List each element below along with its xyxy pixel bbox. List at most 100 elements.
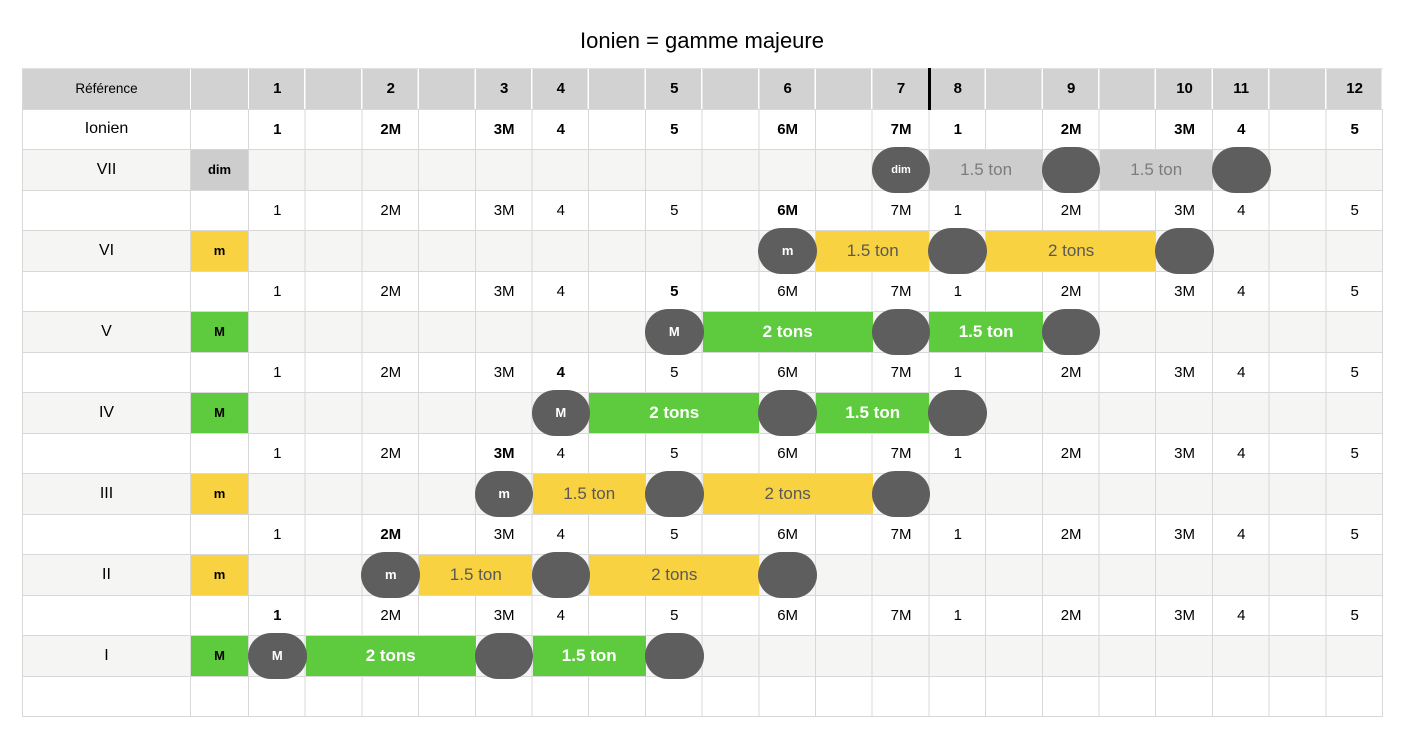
degree-cell-root: 3M xyxy=(493,444,515,462)
degree-cell: 6M xyxy=(777,525,799,543)
root-note-circle: m xyxy=(361,551,421,598)
degree-cell: 5 xyxy=(1350,201,1359,219)
quality-badge: M xyxy=(191,393,249,433)
degree-cell: 1 xyxy=(273,120,282,138)
notes-grid: 1 2M 3M 4 5 6M 7M 1 2M 3M 4 5 xyxy=(249,595,1383,635)
degree-cell: 6M xyxy=(777,606,799,624)
row-label-empty xyxy=(23,271,191,311)
degree-cell: 1 xyxy=(953,606,962,624)
degree-cell: 6M xyxy=(777,363,799,381)
root-note-circle: dim xyxy=(871,146,931,193)
degree-cell-root: 2M xyxy=(380,525,402,543)
mode-row-vii: VII dim 1.5 ton 1.5 ton dim xyxy=(23,146,1383,193)
degree-cell: 4 xyxy=(1237,525,1246,543)
degree-cell: 5 xyxy=(670,363,679,381)
degree-cell: 1 xyxy=(953,282,962,300)
degree-cell: 4 xyxy=(1237,363,1246,381)
degree-cell: 4 xyxy=(556,444,566,462)
mode-row-vi: VI m 1.5 ton 2 tons m xyxy=(23,227,1383,274)
header-number: 2 xyxy=(386,80,395,98)
degree-cell-root: 5 xyxy=(670,282,679,300)
header-number: 11 xyxy=(1233,80,1250,98)
scale-row: 1 2M 3M 4 5 6M 7M 1 2M 3M 4 5 xyxy=(23,595,1383,636)
degree-cell: 1 xyxy=(953,201,962,219)
notes-grid: 1 2M 3M 4 5 6M 7M 1 2M 3M 4 5 xyxy=(249,190,1383,230)
header-number: 8 xyxy=(953,80,962,98)
notes-grid: 1 2M 3M 4 5 6M 7M 1 2M 3M 4 5 xyxy=(249,271,1383,311)
degree-cell: 2M xyxy=(1060,444,1082,462)
notes-grid: 1.5 ton 1.5 ton dim xyxy=(249,146,1383,193)
scale-row: 1 2M 3M 4 5 6M 7M 1 2M 3M 4 5 xyxy=(23,514,1383,555)
interval-bar: 1.5 ton xyxy=(929,312,1043,352)
degree-cell: 4 xyxy=(556,120,566,138)
note-circle xyxy=(644,632,704,679)
degree-cell: 2M xyxy=(1060,363,1082,381)
degree-cell: 4 xyxy=(556,525,566,543)
degree-cell: 4 xyxy=(1237,606,1246,624)
note-circle xyxy=(758,389,817,436)
interval-bar: 2 tons xyxy=(986,231,1157,271)
degree-cell: 5 xyxy=(1350,120,1359,138)
badge-empty xyxy=(191,433,249,473)
note-circle xyxy=(928,389,988,436)
scale-row: 1 2M 3M 4 5 6M 7M 1 2M 3M 4 5 xyxy=(23,271,1383,312)
notes-grid: 1 2M 3M 4 5 6M 7M 1 2M 3M 4 5 xyxy=(249,514,1383,554)
mode-label: II xyxy=(23,555,191,595)
degree-cell: 1 xyxy=(953,120,962,138)
degree-cell: 4 xyxy=(1237,282,1246,300)
quality-badge: dim xyxy=(191,150,249,190)
header-number: 10 xyxy=(1176,80,1193,98)
note-circle xyxy=(871,308,931,355)
degree-cell: 5 xyxy=(670,444,679,462)
mode-label: I xyxy=(23,636,191,676)
interval-bar: 2 tons xyxy=(305,636,476,676)
mode-row-v: V M 2 tons 1.5 ton M xyxy=(23,308,1383,355)
degree-cell: 3M xyxy=(1174,606,1195,624)
degree-cell: 5 xyxy=(670,606,679,624)
interval-bar: 1.5 ton xyxy=(419,555,533,595)
degree-cell: 3M xyxy=(493,120,515,138)
quality-badge: M xyxy=(191,636,249,676)
degree-cell: 3M xyxy=(1174,444,1195,462)
header-number: 6 xyxy=(783,80,792,98)
degree-cell: 2M xyxy=(1060,201,1082,219)
degree-cell: 4 xyxy=(556,201,566,219)
degree-cell: 1 xyxy=(273,525,282,543)
degree-cell: 3M xyxy=(1174,201,1195,219)
degree-cell: 1 xyxy=(273,444,282,462)
notes-grid: 1 2M 3M 4 5 6M 7M 1 2M 3M 4 5 xyxy=(249,352,1383,392)
degree-cell: 2M xyxy=(1060,282,1082,300)
quality-badge: m xyxy=(191,474,249,514)
degree-cell: 5 xyxy=(1350,525,1359,543)
header-number: 3 xyxy=(499,80,509,98)
notes-grid: 1 2M 3M 4 5 6M 7M 1 2M 3M 4 5 xyxy=(249,433,1383,473)
degree-cell: 4 xyxy=(1237,120,1246,138)
interval-bar: 1.5 ton xyxy=(816,231,930,271)
degree-cell: 1 xyxy=(953,525,962,543)
note-circle xyxy=(1211,146,1271,193)
header-number: 9 xyxy=(1066,80,1076,98)
degree-cell: 5 xyxy=(1350,363,1359,381)
mode-label: VI xyxy=(23,231,191,271)
quality-badge: m xyxy=(191,555,249,595)
notes-grid: 2 tons 1.5 ton M xyxy=(249,389,1383,436)
notes-grid: 2 tons 1.5 ton M xyxy=(249,308,1383,355)
degree-cell: 7M xyxy=(890,606,912,624)
degree-cell: 7M xyxy=(890,525,912,543)
mode-row-iv: IV M 2 tons 1.5 ton M xyxy=(23,389,1383,436)
degree-cell-root: 6M xyxy=(777,201,799,219)
interval-bar: 1.5 ton xyxy=(532,636,646,676)
empty-row xyxy=(23,676,1383,717)
note-circle xyxy=(531,551,591,598)
notes-grid: 1 2M 3M 4 5 6M 7M 1 2M 3M 4 5 xyxy=(249,109,1383,149)
note-circle xyxy=(758,551,817,598)
degree-cell: 3M xyxy=(493,201,515,219)
interval-bar: 1.5 ton xyxy=(1099,150,1213,190)
degree-cell: 1 xyxy=(953,444,962,462)
root-note-circle: m xyxy=(758,227,817,274)
degree-cell: 3M xyxy=(1174,120,1195,138)
mode-label: III xyxy=(23,474,191,514)
note-circle xyxy=(1155,227,1214,274)
row-label-empty xyxy=(23,190,191,230)
degree-cell: 3M xyxy=(1174,363,1195,381)
